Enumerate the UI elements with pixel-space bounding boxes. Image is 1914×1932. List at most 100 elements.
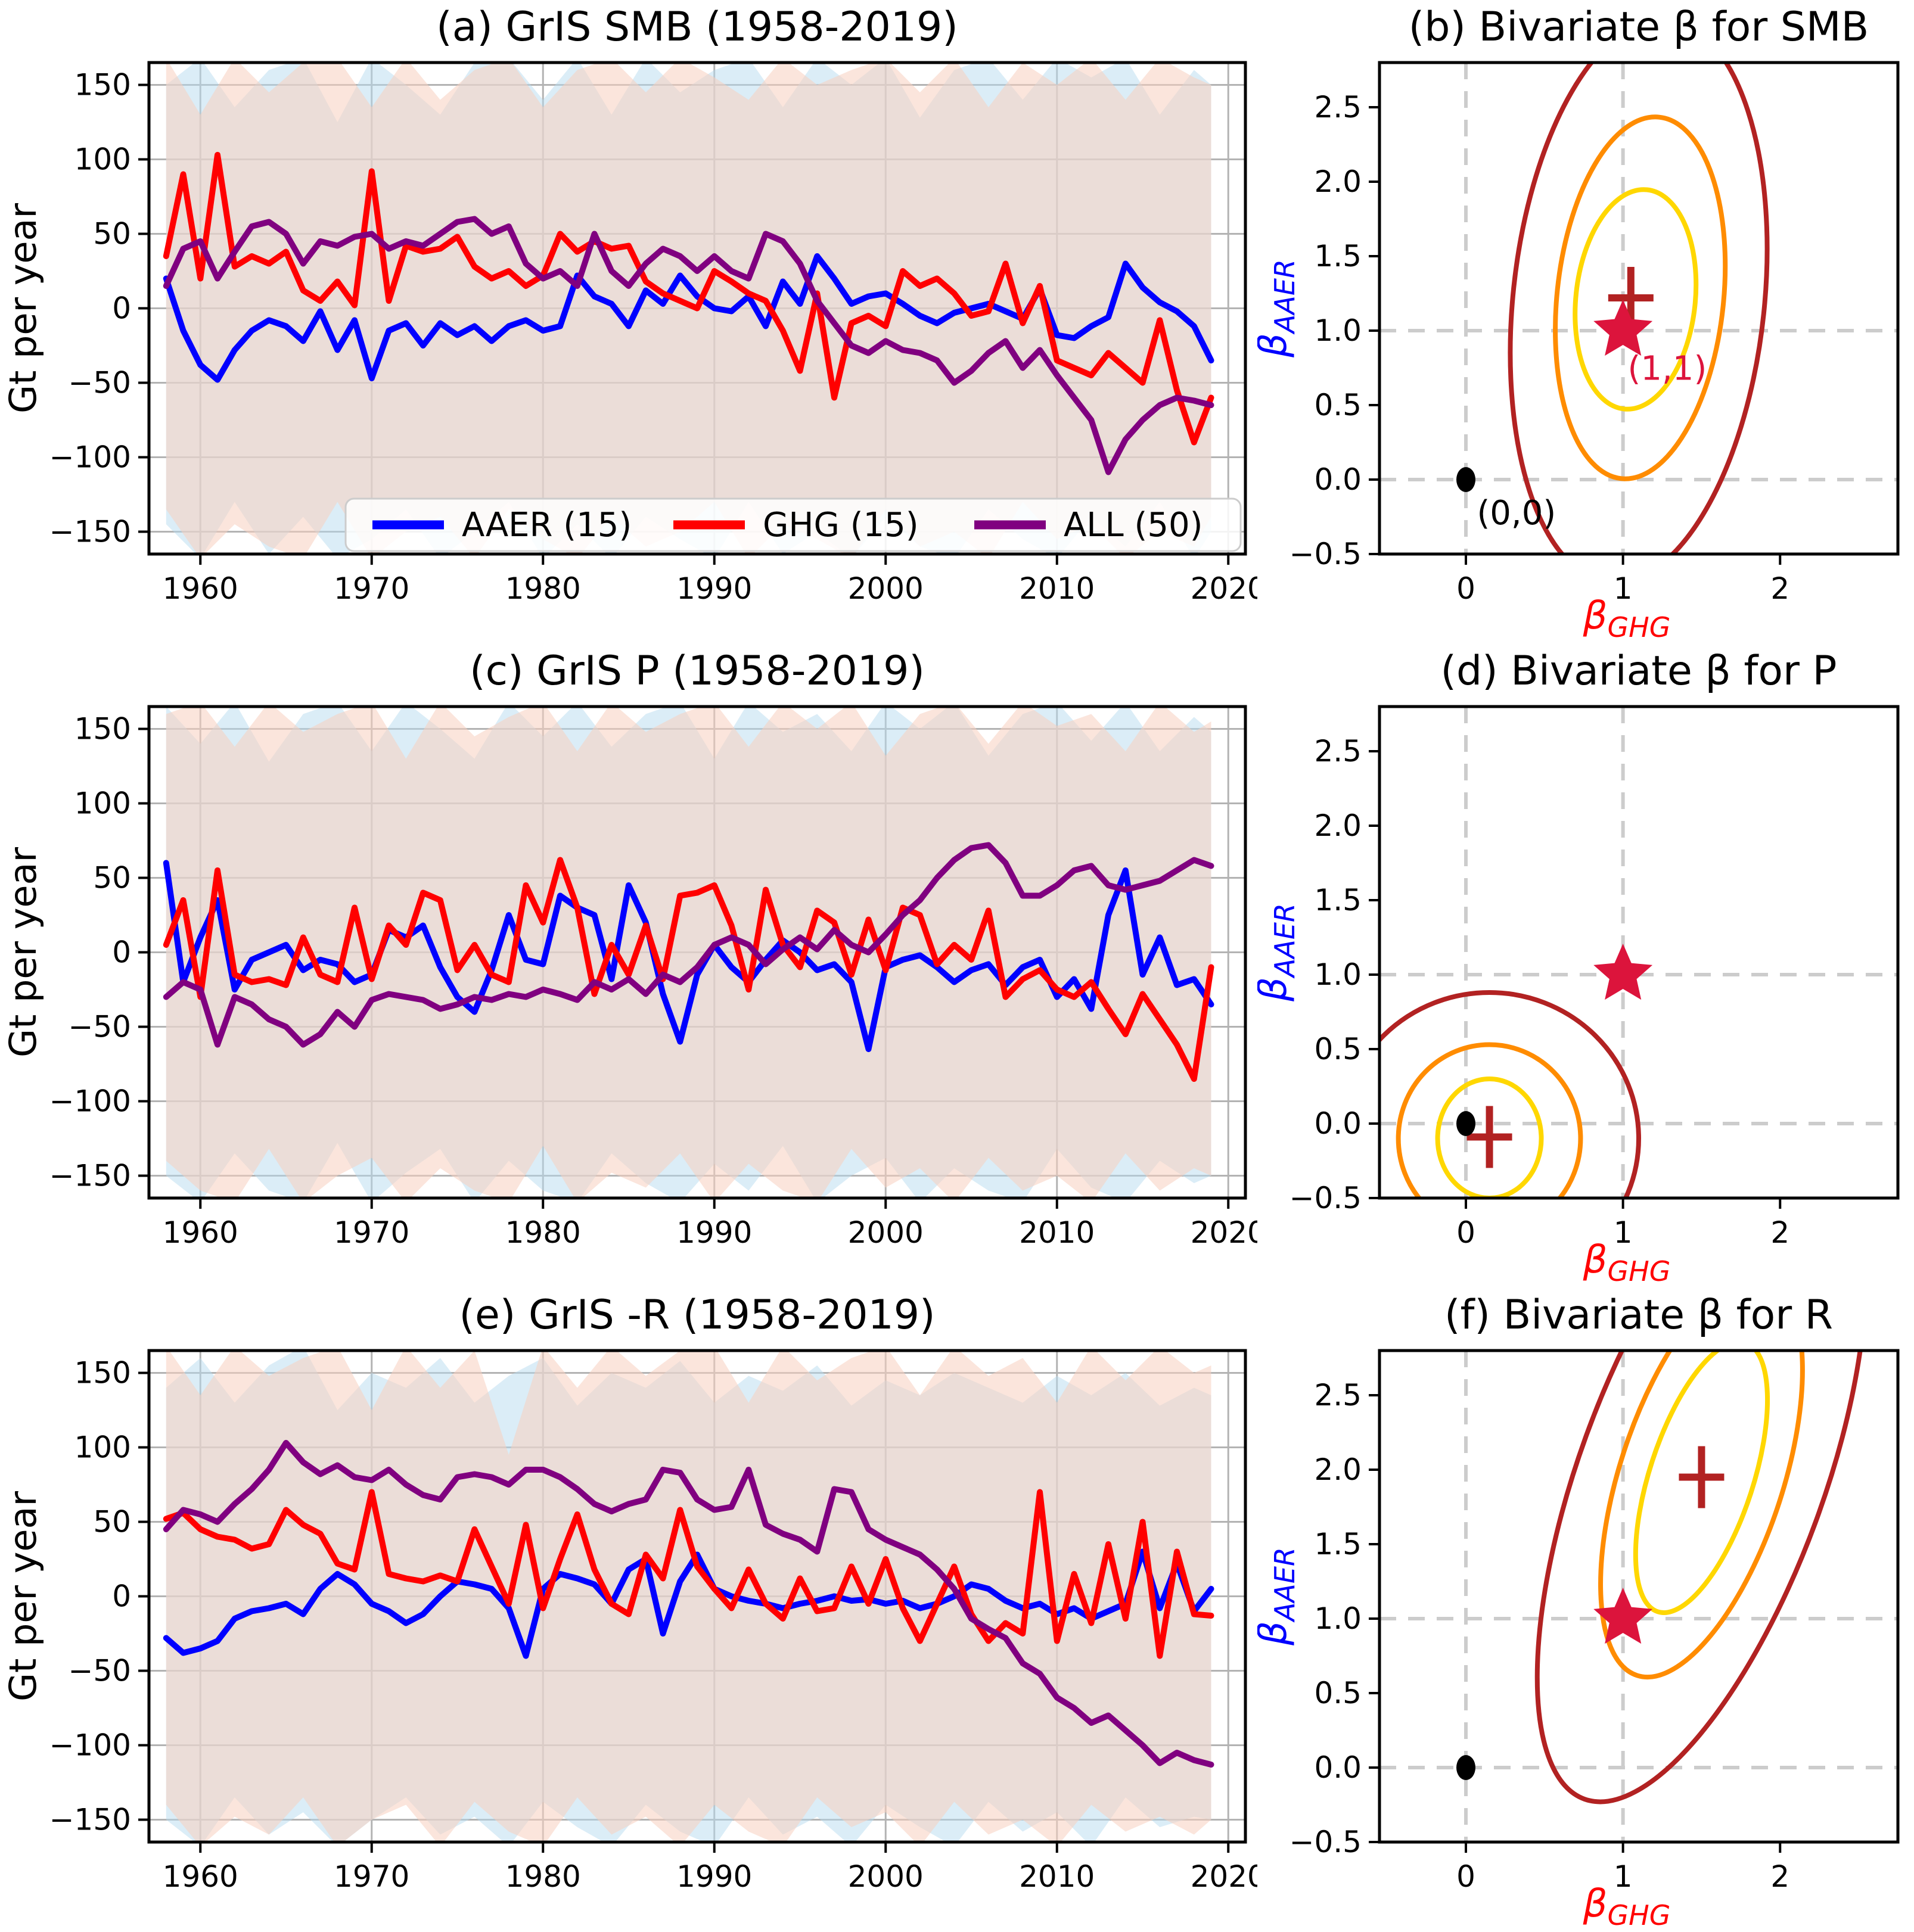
panel-d-title: (d) Bivariate β for P — [1440, 648, 1837, 695]
svg-text:2000: 2000 — [848, 1215, 924, 1250]
svg-text:0: 0 — [1456, 1859, 1475, 1894]
svg-text:50: 50 — [93, 1505, 131, 1539]
svg-text:0.5: 0.5 — [1314, 388, 1362, 422]
svg-text:βAAER: βAAER — [1257, 1547, 1301, 1646]
svg-text:−0.5: −0.5 — [1290, 537, 1362, 571]
panel-b-chart: (0,0)(1,1)012−0.50.00.51.01.52.02.5βGHGβ… — [1257, 61, 1900, 643]
svg-text:1990: 1990 — [676, 1859, 752, 1894]
svg-text:2.5: 2.5 — [1314, 90, 1362, 125]
panel-d-chart: 012−0.50.00.51.01.52.02.5βGHGβAAER — [1257, 705, 1900, 1287]
svg-text:2000: 2000 — [848, 1859, 924, 1894]
svg-text:2010: 2010 — [1019, 1215, 1095, 1250]
panel-a-chart: 1960 1970 1980 1990 2000 2010 2020 −150 −100 −50 0… — [1, 61, 1257, 606]
svg-text:150: 150 — [74, 68, 131, 102]
svg-text:2.0: 2.0 — [1314, 1452, 1362, 1487]
svg-text:1980: 1980 — [505, 571, 581, 606]
svg-text:−0.5: −0.5 — [1290, 1181, 1362, 1215]
svg-text:1.0: 1.0 — [1314, 313, 1362, 348]
svg-text:1990: 1990 — [676, 1215, 752, 1250]
svg-text:100: 100 — [74, 1430, 131, 1465]
svg-text:−150: −150 — [49, 515, 131, 549]
svg-text:−0.5: −0.5 — [1290, 1825, 1362, 1859]
panel-c-chart: 1960 1970 1980 1990 2000 2010 2020 −150 −100 −50 0… — [1, 705, 1257, 1250]
svg-text:0.0: 0.0 — [1314, 1106, 1362, 1141]
svg-text:−100: −100 — [49, 440, 131, 475]
svg-text:0: 0 — [112, 291, 131, 326]
svg-text:Gt per year: Gt per year — [1, 1491, 45, 1701]
svg-text:GHG (15): GHG (15) — [763, 506, 919, 545]
svg-text:2.5: 2.5 — [1314, 1378, 1362, 1413]
svg-text:−150: −150 — [49, 1803, 131, 1837]
svg-text:0: 0 — [1456, 1215, 1475, 1250]
svg-text:1960: 1960 — [163, 571, 238, 606]
svg-text:AAER (15): AAER (15) — [462, 506, 632, 545]
svg-text:1: 1 — [1614, 571, 1633, 606]
svg-text:2020: 2020 — [1191, 1215, 1257, 1250]
panel-e-title: (e) GrIS -R (1958-2019) — [459, 1292, 936, 1339]
panel-c-title: (c) GrIS P (1958-2019) — [470, 648, 925, 695]
svg-text:1: 1 — [1614, 1859, 1633, 1894]
svg-text:2: 2 — [1770, 571, 1789, 606]
svg-text:−50: −50 — [68, 1010, 131, 1044]
svg-text:1980: 1980 — [505, 1215, 581, 1250]
svg-text:150: 150 — [74, 712, 131, 746]
svg-text:2020: 2020 — [1191, 571, 1257, 606]
svg-text:100: 100 — [74, 786, 131, 821]
svg-text:2: 2 — [1770, 1859, 1789, 1894]
svg-text:1970: 1970 — [334, 571, 409, 606]
svg-text:0.0: 0.0 — [1314, 1750, 1362, 1785]
svg-text:ALL (50): ALL (50) — [1064, 506, 1203, 545]
svg-text:0: 0 — [112, 935, 131, 970]
svg-text:−100: −100 — [49, 1084, 131, 1119]
svg-text:−50: −50 — [68, 1654, 131, 1688]
svg-text:0: 0 — [112, 1579, 131, 1614]
panel-c: (c) GrIS P (1958-2019) 1960 1970 1980 1990 2… — [0, 644, 1257, 1288]
svg-text:−100: −100 — [49, 1728, 131, 1763]
svg-text:βAAER: βAAER — [1257, 903, 1301, 1002]
svg-text:1.5: 1.5 — [1314, 883, 1362, 917]
row-1: (a) GrIS SMB (1958-2019) 1960 1970 1980 199… — [0, 0, 1914, 644]
panel-e: (e) GrIS -R (1958-2019) 1960 1970 1980 1990… — [0, 1288, 1257, 1932]
panel-f-chart: 012−0.50.00.51.01.52.02.5βGHGβAAER — [1257, 1349, 1900, 1931]
svg-text:0.5: 0.5 — [1314, 1032, 1362, 1066]
row-2: (c) GrIS P (1958-2019) 1960 1970 1980 1990 2… — [0, 644, 1914, 1288]
svg-text:Gt per year: Gt per year — [1, 847, 45, 1057]
svg-text:1: 1 — [1614, 1215, 1633, 1250]
panel-f: (f) Bivariate β for R 0 1 2 −0.5 0.0 0.5 1.0 1.… — [1257, 1288, 1914, 1932]
svg-text:2020: 2020 — [1191, 1859, 1257, 1894]
svg-text:0.5: 0.5 — [1314, 1676, 1362, 1710]
svg-text:(0,0): (0,0) — [1477, 494, 1556, 533]
svg-text:2010: 2010 — [1019, 1859, 1095, 1894]
svg-text:1.0: 1.0 — [1314, 1601, 1362, 1636]
svg-text:1980: 1980 — [505, 1859, 581, 1894]
svg-text:100: 100 — [74, 142, 131, 177]
panel-b-title: (b) Bivariate β for SMB — [1408, 4, 1869, 51]
svg-text:2010: 2010 — [1019, 571, 1095, 606]
svg-text:−150: −150 — [49, 1159, 131, 1193]
svg-text:1960: 1960 — [163, 1215, 238, 1250]
svg-text:−50: −50 — [68, 366, 131, 400]
svg-text:βAAER: βAAER — [1257, 259, 1301, 358]
svg-text:2.0: 2.0 — [1314, 808, 1362, 843]
svg-text:1.5: 1.5 — [1314, 1527, 1362, 1561]
svg-text:1.0: 1.0 — [1314, 957, 1362, 992]
panel-f-title: (f) Bivariate β for R — [1444, 1292, 1834, 1339]
svg-text:2: 2 — [1770, 1215, 1789, 1250]
svg-text:1960: 1960 — [163, 1859, 238, 1894]
svg-text:2000: 2000 — [848, 571, 924, 606]
svg-text:50: 50 — [93, 217, 131, 251]
svg-text:2.5: 2.5 — [1314, 734, 1362, 769]
svg-text:0: 0 — [1456, 571, 1475, 606]
svg-text:150: 150 — [74, 1356, 131, 1390]
svg-text:1990: 1990 — [676, 571, 752, 606]
svg-text:(1,1): (1,1) — [1628, 350, 1707, 388]
panel-a: (a) GrIS SMB (1958-2019) 1960 1970 1980 199… — [0, 0, 1257, 644]
svg-text:Gt per year: Gt per year — [1, 203, 45, 413]
svg-text:1.5: 1.5 — [1314, 239, 1362, 273]
svg-text:0.0: 0.0 — [1314, 462, 1362, 497]
svg-text:1970: 1970 — [334, 1215, 409, 1250]
panel-e-chart: 1960 1970 1980 1990 2000 2010 2020 −150 −100 −50 0… — [1, 1349, 1257, 1894]
svg-text:2.0: 2.0 — [1314, 164, 1362, 199]
row-3: (e) GrIS -R (1958-2019) 1960 1970 1980 1990… — [0, 1288, 1914, 1932]
